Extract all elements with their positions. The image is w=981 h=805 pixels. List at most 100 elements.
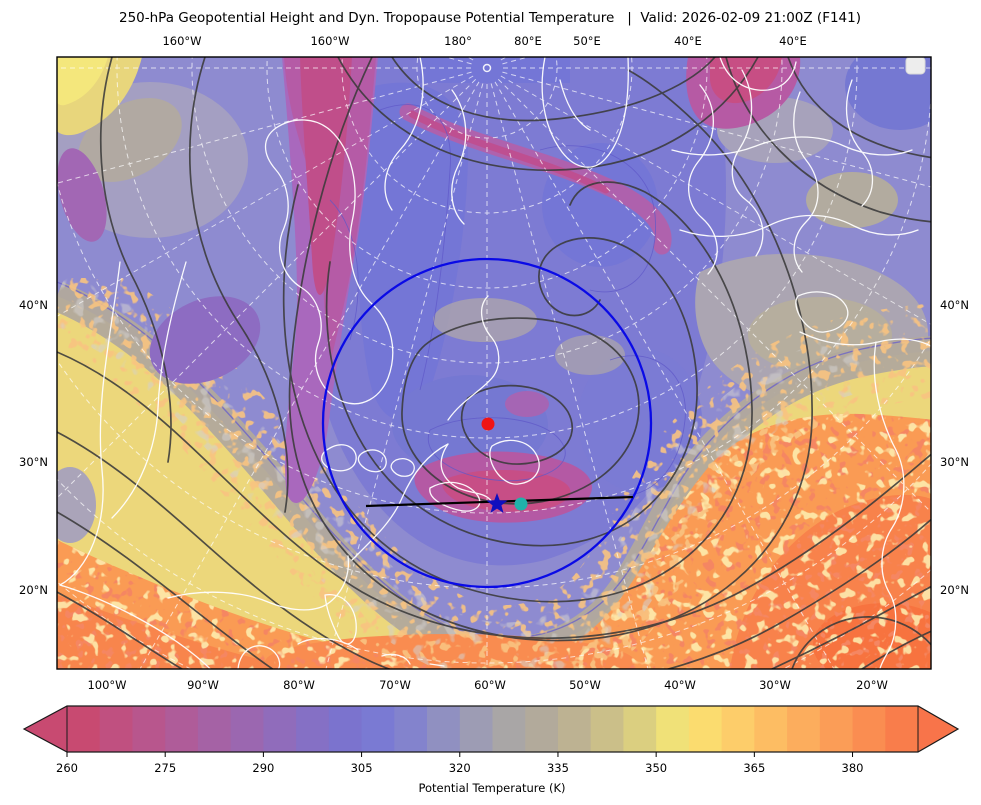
left-tick-label: 30°N — [19, 455, 48, 469]
bottom-tick-label: 90°W — [187, 678, 219, 692]
colorbar-segment — [623, 706, 657, 752]
graticule-meridian — [57, 71, 472, 184]
colorbar-segment — [230, 706, 264, 752]
colorbar-segment — [557, 706, 592, 752]
graticule-meridian — [325, 83, 484, 669]
graticule-parallel — [116, 57, 858, 439]
top-tick-label: 50°E — [573, 34, 601, 48]
bottom-tick-label: 60°W — [474, 678, 506, 692]
projection-pole-icon — [482, 63, 492, 73]
red-dot-marker[interactable] — [481, 417, 495, 431]
magenta-column-core — [300, 57, 352, 295]
top-tick-label: 40°E — [674, 34, 702, 48]
blue-star-marker[interactable] — [486, 493, 508, 513]
graticule-parallel — [266, 57, 708, 289]
graticule-parallel — [191, 57, 783, 364]
colorbar-axis-label: Potential Temperature (K) — [418, 781, 565, 795]
colorbar-segment — [885, 706, 919, 752]
graticule-meridian — [500, 57, 508, 61]
bottom-axis: 100°W 90°W 80°W 70°W 60°W 50°W 40°W 30°W… — [87, 678, 887, 692]
colorbar-tick-label: 320 — [449, 761, 471, 775]
colorbar-segment — [688, 706, 723, 752]
graticule-parallel — [416, 57, 558, 139]
colorbar-segment — [394, 706, 428, 752]
right-tick-label: 20°N — [940, 583, 969, 597]
lake-feature — [905, 57, 926, 75]
colorbar-segment — [328, 706, 363, 752]
graticule-meridian — [494, 81, 835, 669]
graticule-meridian — [497, 78, 931, 513]
colorbar-segment — [296, 706, 330, 752]
colorbar-segment — [459, 706, 494, 752]
bottom-tick-label: 40°W — [664, 678, 696, 692]
bottom-tick-label: 20°W — [856, 678, 888, 692]
figure-title: 250-hPa Geopotential Height and Dyn. Tro… — [119, 10, 861, 26]
colorbar-segment — [754, 706, 788, 752]
colorbar-segment — [67, 706, 101, 752]
graticule-meridian — [500, 75, 931, 325]
theta-cold-core-features — [57, 57, 801, 523]
top-tick-label: 160°W — [310, 34, 349, 48]
colorbar-segment — [525, 706, 559, 752]
colorbar-segment — [197, 706, 232, 752]
colorbar-segment — [819, 706, 854, 752]
graticule-meridian — [475, 57, 476, 58]
graticule-parallel — [341, 57, 633, 214]
colorbar-segment — [132, 706, 166, 752]
colorbar-segment — [361, 706, 395, 752]
bottom-tick-label: 30°W — [759, 678, 791, 692]
graticule-meridian — [139, 81, 480, 669]
left-tick-label: 40°N — [19, 298, 48, 312]
height-contours — [57, 57, 931, 669]
colorbar-segment — [165, 706, 199, 752]
coastlines — [59, 57, 931, 669]
colorbar-tick-label: 335 — [547, 761, 569, 775]
colorbar-segment — [99, 706, 134, 752]
colorbar-tick-label: 260 — [56, 761, 78, 775]
left-tick-label: 20°N — [19, 583, 48, 597]
graticule-meridian — [502, 71, 931, 188]
colorbar-segment — [427, 706, 461, 752]
colorbar-segment — [263, 706, 297, 752]
graticule-meridian — [57, 75, 474, 317]
teal-dot-marker[interactable] — [514, 497, 528, 511]
top-tick-label: 40°E — [779, 34, 807, 48]
graticule-meridian — [466, 57, 474, 61]
top-tick-label: 160°W — [162, 34, 201, 48]
colorbar: 260 275 290 305 320 335 350 365 380 — [22, 705, 960, 775]
graticule-meridian — [57, 78, 477, 499]
bottom-tick-label: 70°W — [379, 678, 411, 692]
colorbar-segment — [656, 706, 690, 752]
bottom-tick-label: 100°W — [87, 678, 126, 692]
colorbar-tick-label: 350 — [645, 761, 667, 775]
top-axis: 160°W 160°W 180° 80°E 50°E 40°E 40°E — [162, 34, 806, 48]
colorbar-segment — [492, 706, 526, 752]
map-border — [56, 56, 932, 670]
bottom-tick-label: 50°W — [569, 678, 601, 692]
colorbar-under-arrow — [24, 706, 67, 752]
colorbar-tick-label: 365 — [743, 761, 765, 775]
colorbar-tick-label: 305 — [351, 761, 373, 775]
right-tick-label: 40°N — [940, 298, 969, 312]
graticule-meridian — [490, 83, 649, 669]
colorbar-tick-label: 275 — [154, 761, 176, 775]
graticule-meridian — [498, 57, 499, 58]
colorbar-segment — [590, 706, 625, 752]
colorbar-segment — [721, 706, 755, 752]
left-axis: 40°N 30°N 20°N — [19, 298, 48, 597]
right-tick-label: 30°N — [940, 455, 969, 469]
top-tick-label: 80°E — [514, 34, 542, 48]
bottom-tick-label: 80°W — [283, 678, 315, 692]
theta-contour-edges — [329, 104, 686, 496]
top-tick-label: 180° — [444, 34, 472, 48]
colorbar-segment — [852, 706, 886, 752]
colorbar-segment — [787, 706, 821, 752]
right-axis: 40°N 30°N 20°N — [940, 298, 969, 597]
range-ring[interactable] — [321, 257, 653, 589]
colorbar-tick-label: 290 — [252, 761, 274, 775]
colorbar-over-arrow — [918, 706, 958, 752]
